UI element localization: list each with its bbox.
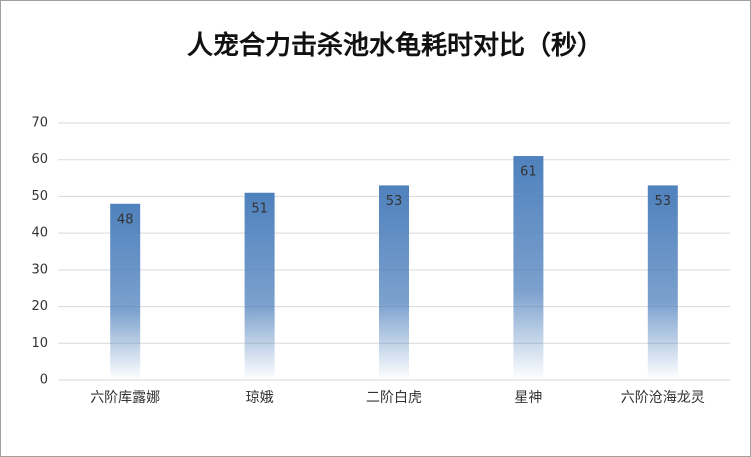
x-tick-label: 六阶沧海龙灵 [621, 389, 705, 406]
x-tick-label: 星神 [514, 390, 542, 406]
bar [647, 185, 678, 380]
y-tick-label: 30 [31, 262, 48, 277]
y-tick-label: 10 [31, 336, 48, 351]
bar [244, 192, 275, 380]
data-label: 48 [117, 212, 134, 227]
data-label: 51 [251, 201, 268, 216]
data-label: 53 [655, 194, 672, 209]
bar [513, 156, 544, 380]
y-tick-label: 70 [31, 116, 48, 131]
y-tick-label: 50 [31, 189, 48, 204]
y-tick-label: 0 [40, 373, 48, 388]
x-tick-label: 二阶白虎 [366, 390, 422, 406]
x-tick-label: 琼娥 [246, 390, 274, 406]
y-tick-label: 60 [31, 152, 48, 167]
bar [379, 185, 409, 380]
data-label: 61 [520, 165, 537, 180]
x-tick-label: 六阶库露娜 [90, 390, 160, 406]
y-tick-label: 20 [31, 299, 48, 314]
y-tick-label: 40 [31, 226, 48, 241]
chart-title: 人宠合力击杀池水龟耗时对比（秒） [187, 30, 603, 60]
bar [110, 203, 141, 380]
data-label: 53 [386, 194, 403, 209]
